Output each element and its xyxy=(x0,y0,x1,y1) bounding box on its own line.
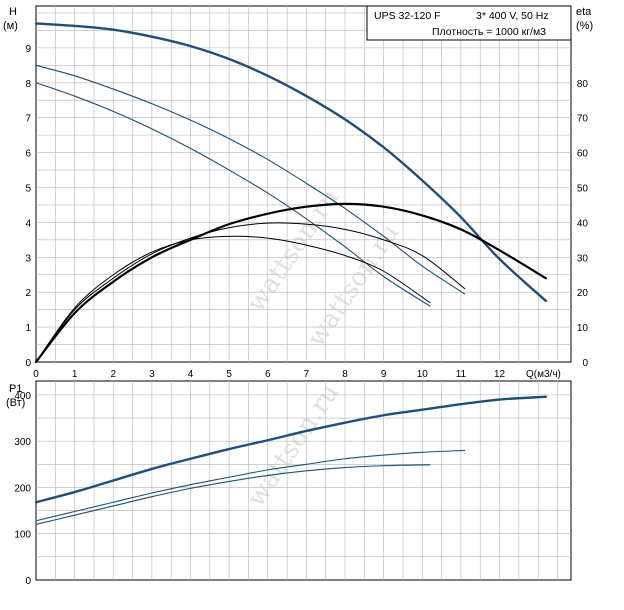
power-y-tick-labels: 0 100 200 300 400 xyxy=(14,391,31,587)
power-curve-2 xyxy=(35,464,431,526)
power-y-tick-label: 300 xyxy=(14,437,31,448)
y2-tick-label: 10 xyxy=(577,323,589,334)
y-tick-label: 0 xyxy=(25,358,31,369)
power-y-tick-label: 100 xyxy=(14,530,31,541)
y-axis-unit-h: (м) xyxy=(3,20,18,32)
y-tick-label: 3 xyxy=(25,253,31,264)
eta-y-tick-labels: 0 10 20 30 40 50 60 70 80 xyxy=(577,79,589,369)
y-tick-label: 7 xyxy=(25,114,31,125)
power-y-tick-label: 0 xyxy=(25,576,31,587)
x-tick-label: 0 xyxy=(33,369,39,380)
power-plot-frame xyxy=(35,380,572,581)
y-tick-label: 9 xyxy=(25,44,31,55)
power-grid xyxy=(36,381,571,580)
x-tick-label: 3 xyxy=(149,369,155,380)
y-tick-label: 4 xyxy=(25,218,31,229)
power-curve-1 xyxy=(35,449,466,522)
x-tick-label: 12 xyxy=(494,369,506,380)
y-tick-label: 6 xyxy=(25,149,31,160)
y2-tick-label: 30 xyxy=(577,253,589,264)
y2-tick-label: 40 xyxy=(577,218,589,229)
head-y-tick-labels: 0 1 2 3 4 5 6 7 8 9 xyxy=(25,44,31,369)
y2-tick-label: 0 xyxy=(582,358,588,369)
eta-curve-5 xyxy=(35,235,431,363)
x-tick-label: 5 xyxy=(226,369,232,380)
flow-x-tick-labels: 0 1 2 3 4 5 6 7 8 9 10 11 12 xyxy=(33,369,505,380)
power-series-group xyxy=(34,395,548,526)
y2-axis-label-eta: eta xyxy=(576,6,592,18)
x-tick-label: 2 xyxy=(110,369,116,380)
power-y-tick-label: 200 xyxy=(14,483,31,494)
y-tick-label: 1 xyxy=(25,323,31,334)
eta-curve-3 xyxy=(34,202,547,364)
head-curve-0 xyxy=(34,22,548,303)
y2-tick-label: 20 xyxy=(577,288,589,299)
y-tick-label: 2 xyxy=(25,288,31,299)
y2-tick-label: 50 xyxy=(577,183,589,194)
x-tick-label: 10 xyxy=(417,369,429,380)
x-tick-label: 7 xyxy=(304,369,310,380)
y2-tick-label: 70 xyxy=(577,114,589,125)
y2-tick-label: 60 xyxy=(577,149,589,160)
x-tick-label: 9 xyxy=(381,369,387,380)
x-tick-label: 4 xyxy=(188,369,194,380)
head-series-group xyxy=(34,22,548,364)
y-axis-unit-p1: (Вт) xyxy=(6,397,25,409)
head-curve-1 xyxy=(35,64,466,295)
pump-model-label: UPS 32-120 F xyxy=(374,10,441,22)
x-tick-label: 1 xyxy=(72,369,78,380)
density-label: Плотность = 1000 кг/м3 xyxy=(432,26,546,38)
y-axis-label-p1: P1 xyxy=(9,383,22,395)
y2-tick-label: 80 xyxy=(577,79,589,90)
x-tick-label: 8 xyxy=(342,369,348,380)
x-axis-label-q: Q(м3/ч) xyxy=(526,369,561,380)
head-plot-frame xyxy=(35,5,572,363)
info-box xyxy=(366,5,572,41)
y-axis-label-h: H xyxy=(9,6,17,18)
head-curve-2 xyxy=(35,82,431,307)
power-curve-0 xyxy=(34,395,548,504)
power-y-tick-label: 400 xyxy=(14,391,31,402)
eta-curve-4 xyxy=(35,222,466,363)
y2-axis-unit-eta: (%) xyxy=(576,20,593,32)
y-tick-label: 8 xyxy=(25,79,31,90)
power-supply-label: 3* 400 V, 50 Hz xyxy=(476,10,549,22)
x-tick-label: 6 xyxy=(265,369,271,380)
x-tick-label: 11 xyxy=(456,369,467,380)
y-tick-label: 5 xyxy=(25,183,31,194)
